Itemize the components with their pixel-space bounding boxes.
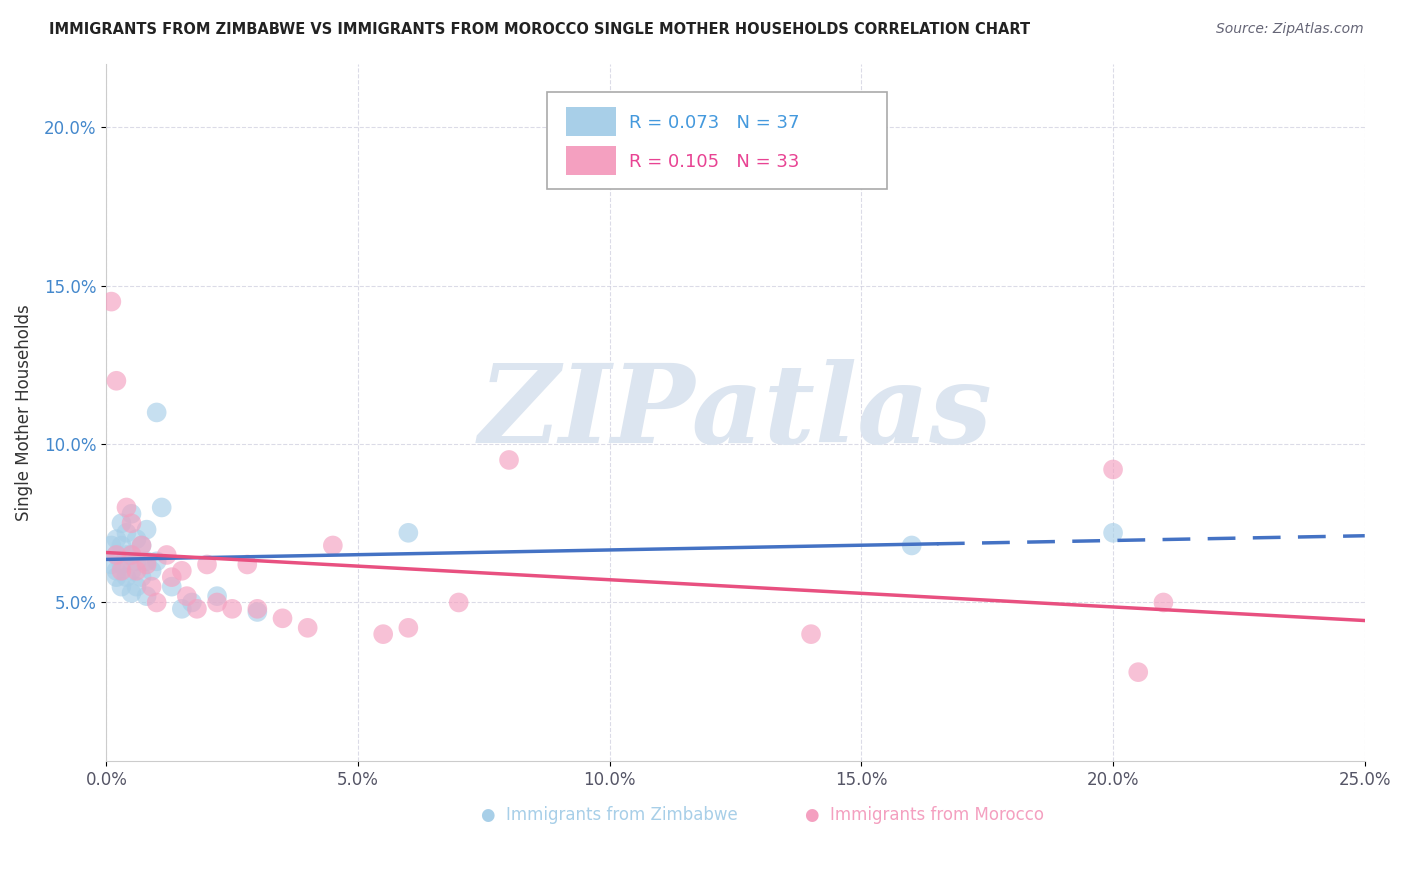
- Point: [131, 570, 153, 584]
- Point: [121, 548, 143, 562]
- Point: [170, 564, 193, 578]
- Point: [1128, 665, 1150, 680]
- Point: [105, 548, 128, 562]
- Point: [1152, 595, 1174, 609]
- Text: R = 0.105   N = 33: R = 0.105 N = 33: [628, 153, 799, 170]
- Point: [205, 589, 228, 603]
- Point: [110, 558, 132, 572]
- Point: [125, 554, 148, 568]
- Point: [110, 516, 132, 531]
- Point: [135, 554, 157, 568]
- Point: [105, 532, 128, 546]
- Point: [121, 548, 143, 562]
- Point: [135, 589, 157, 603]
- Point: [322, 539, 344, 553]
- Text: ●  Immigrants from Zimbabwe: ● Immigrants from Zimbabwe: [481, 806, 738, 824]
- Y-axis label: Single Mother Households: Single Mother Households: [15, 304, 32, 521]
- Point: [447, 595, 470, 609]
- Point: [131, 539, 153, 553]
- Point: [373, 627, 395, 641]
- FancyBboxPatch shape: [565, 146, 616, 175]
- Point: [105, 564, 128, 578]
- Text: ●  Immigrants from Morocco: ● Immigrants from Morocco: [804, 806, 1043, 824]
- Point: [135, 558, 157, 572]
- Point: [900, 539, 922, 553]
- Text: R = 0.073   N = 37: R = 0.073 N = 37: [628, 113, 799, 132]
- Text: ZIPatlas: ZIPatlas: [478, 359, 993, 467]
- Point: [498, 453, 520, 467]
- Point: [396, 621, 419, 635]
- Point: [145, 405, 167, 419]
- Point: [121, 507, 143, 521]
- Point: [145, 595, 167, 609]
- Point: [131, 539, 153, 553]
- Point: [176, 589, 198, 603]
- Point: [396, 525, 419, 540]
- Text: IMMIGRANTS FROM ZIMBABWE VS IMMIGRANTS FROM MOROCCO SINGLE MOTHER HOUSEHOLDS COR: IMMIGRANTS FROM ZIMBABWE VS IMMIGRANTS F…: [49, 22, 1031, 37]
- Point: [105, 374, 128, 388]
- Point: [115, 525, 138, 540]
- Point: [100, 558, 122, 572]
- Point: [1102, 525, 1125, 540]
- Point: [160, 580, 183, 594]
- Point: [105, 570, 128, 584]
- Point: [160, 570, 183, 584]
- Point: [150, 500, 173, 515]
- Point: [110, 564, 132, 578]
- Point: [145, 554, 167, 568]
- Point: [125, 580, 148, 594]
- Point: [121, 586, 143, 600]
- Point: [170, 602, 193, 616]
- Point: [297, 621, 319, 635]
- Point: [1102, 462, 1125, 476]
- Point: [246, 602, 269, 616]
- Point: [156, 548, 179, 562]
- Point: [221, 602, 243, 616]
- Point: [236, 558, 259, 572]
- Point: [115, 570, 138, 584]
- Point: [100, 539, 122, 553]
- Point: [195, 558, 218, 572]
- Point: [141, 580, 163, 594]
- Point: [100, 294, 122, 309]
- Point: [800, 627, 823, 641]
- Point: [121, 516, 143, 531]
- FancyBboxPatch shape: [547, 92, 887, 189]
- Point: [141, 564, 163, 578]
- Point: [121, 564, 143, 578]
- Point: [186, 602, 208, 616]
- Point: [125, 564, 148, 578]
- Point: [110, 580, 132, 594]
- Point: [271, 611, 294, 625]
- FancyBboxPatch shape: [565, 107, 616, 136]
- Point: [110, 539, 132, 553]
- Point: [205, 595, 228, 609]
- Point: [115, 500, 138, 515]
- Point: [135, 523, 157, 537]
- Point: [246, 605, 269, 619]
- Text: Source: ZipAtlas.com: Source: ZipAtlas.com: [1216, 22, 1364, 37]
- Point: [125, 532, 148, 546]
- Point: [105, 548, 128, 562]
- Point: [180, 595, 202, 609]
- Point: [115, 548, 138, 562]
